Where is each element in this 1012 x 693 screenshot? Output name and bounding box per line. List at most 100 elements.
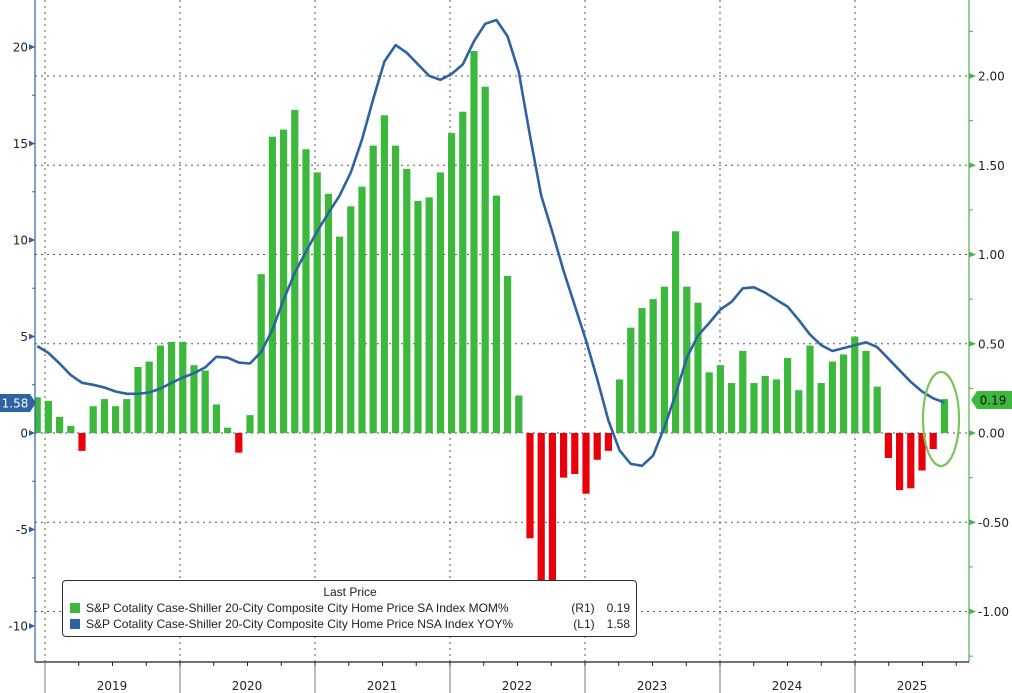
bar-mom [246, 415, 254, 433]
left-tick-marker [29, 333, 35, 340]
bar-mom [604, 433, 612, 451]
left-last-value-tag: 1.58 [0, 394, 36, 412]
x-tick-label: 2024 [772, 679, 803, 693]
bar-mom [56, 416, 64, 433]
left-tick-label: 5 [20, 330, 28, 344]
bar-mom [560, 433, 568, 478]
bar-mom [492, 195, 500, 433]
bar-mom [504, 275, 512, 433]
x-tick-label: 2021 [367, 679, 398, 693]
bar-mom [179, 341, 187, 433]
bar-mom [313, 172, 321, 433]
bar-mom [89, 406, 97, 433]
bar-mom [739, 350, 747, 433]
bar-mom [795, 390, 803, 433]
right-tick-marker [969, 73, 976, 79]
bar-mom [347, 206, 355, 433]
bar-mom [907, 433, 915, 489]
legend-last-mom: 0.19 [606, 601, 630, 615]
bar-mom [78, 433, 86, 451]
bar-mom [694, 302, 702, 433]
bar-mom [784, 358, 792, 433]
legend-row-mom: S&P Cotality Case-Shiller 20-City Compos… [70, 600, 630, 616]
bar-mom [224, 427, 232, 433]
left-tick-marker [29, 526, 35, 533]
bar-mom [145, 361, 153, 433]
right-last-value-tag: 0.19 [971, 391, 1012, 409]
x-tick-label: 2025 [897, 679, 928, 693]
right-last-value: 0.19 [980, 394, 1007, 408]
right-tick-label: 2.00 [978, 70, 1005, 84]
right-tick-marker [969, 430, 976, 436]
bar-mom [67, 425, 75, 433]
right-tick-label: -1.00 [978, 605, 1009, 619]
right-tick-marker [969, 519, 976, 526]
bar-mom [840, 354, 848, 433]
bar-series-mom [35, 51, 948, 594]
bar-mom [448, 133, 456, 433]
legend-axis-mom: (R1) [571, 601, 595, 615]
left-tick-marker [29, 237, 35, 243]
legend-label-mom: S&P Cotality Case-Shiller 20-City Compos… [86, 601, 509, 615]
bar-mom [593, 433, 601, 460]
bar-mom [280, 129, 288, 434]
right-tick-marker [969, 608, 976, 615]
bar-mom [649, 299, 657, 433]
bar-mom [235, 433, 243, 453]
x-tick-label: 2022 [502, 679, 533, 693]
bar-mom [660, 286, 668, 433]
bar-mom [414, 200, 422, 433]
highlight-ellipse [921, 370, 961, 468]
left-last-value: 1.58 [2, 397, 29, 411]
legend-title: Last Price [323, 585, 377, 599]
bar-mom [862, 350, 870, 433]
right-tick-marker [969, 251, 976, 258]
bar-mom [268, 136, 276, 433]
bar-mom [201, 370, 209, 433]
left-tick-marker [29, 140, 35, 147]
x-tick-label: 2020 [232, 679, 263, 693]
bar-mom [548, 433, 556, 585]
legend-swatch-mom [70, 603, 80, 613]
bar-mom [44, 400, 52, 433]
bar-mom [851, 336, 859, 433]
x-tick-label: 2019 [97, 679, 128, 693]
bar-mom [35, 397, 41, 433]
bar-mom [190, 365, 198, 433]
bar-mom [817, 383, 825, 433]
bar-mom [481, 86, 489, 434]
bar-mom [929, 433, 937, 450]
legend: Last Price S&P Cotality Case-Shiller 20-… [62, 580, 637, 637]
legend-axis-yoy: (L1) [573, 617, 595, 631]
bar-mom [302, 149, 310, 433]
bar-mom [884, 433, 892, 458]
bar-mom [761, 375, 769, 433]
bar-mom [425, 197, 433, 433]
bar-mom [728, 383, 736, 433]
left-tick-label: 0 [20, 427, 28, 441]
left-tick-label: -5 [16, 523, 28, 537]
bar-mom [526, 433, 534, 539]
bar-mom [392, 145, 400, 434]
legend-row-yoy: S&P Cotality Case-Shiller 20-City Compos… [70, 616, 630, 632]
right-tick-marker [969, 162, 976, 169]
right-tick-label: -0.50 [978, 516, 1009, 530]
grid [35, 0, 969, 662]
left-tick-label: -10 [8, 620, 28, 634]
bar-mom [369, 145, 377, 434]
left-tick-marker [29, 44, 35, 50]
bar-mom [627, 327, 635, 433]
bar-mom [100, 399, 108, 433]
bar-mom [896, 433, 904, 491]
right-tick-label: 0.00 [978, 427, 1005, 441]
bar-mom [828, 361, 836, 433]
bar-mom [940, 399, 948, 433]
bar-mom [134, 366, 142, 433]
right-tick-label: 1.00 [978, 248, 1005, 262]
bar-mom [324, 193, 332, 433]
bar-mom [716, 365, 724, 433]
bar-mom [672, 231, 680, 433]
bar-mom [806, 345, 814, 433]
bar-mom [459, 111, 467, 433]
